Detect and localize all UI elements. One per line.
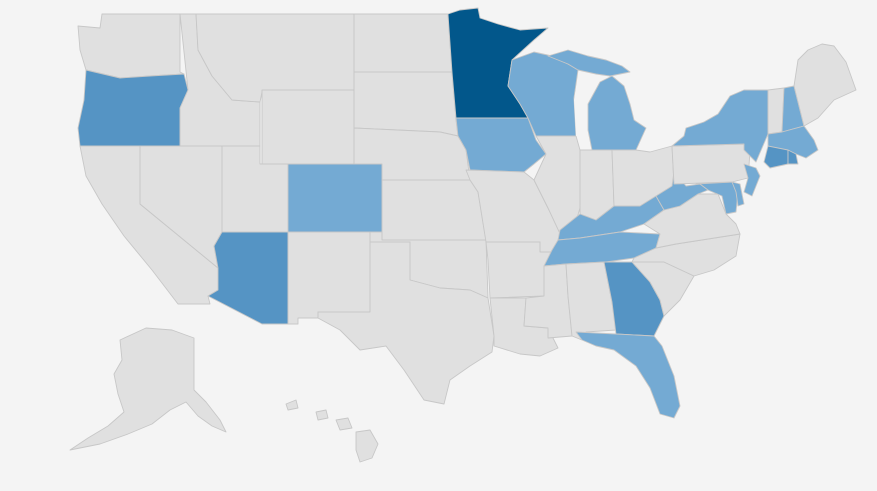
state-oregon[interactable] bbox=[77, 69, 189, 147]
state-pennsylvania[interactable] bbox=[671, 143, 751, 185]
state-north-dakota[interactable] bbox=[353, 13, 453, 73]
state-florida[interactable] bbox=[575, 331, 681, 419]
state-wyoming[interactable] bbox=[261, 89, 355, 165]
state-washington[interactable] bbox=[77, 13, 185, 79]
state-delaware[interactable] bbox=[731, 181, 745, 207]
state-rhode-island[interactable] bbox=[787, 149, 799, 165]
state-arizona[interactable] bbox=[207, 231, 289, 325]
state-south-dakota[interactable] bbox=[353, 71, 459, 137]
state-vermont[interactable] bbox=[767, 87, 785, 135]
state-new-mexico[interactable] bbox=[287, 231, 371, 325]
state-connecticut[interactable] bbox=[763, 145, 789, 169]
state-hawaii[interactable] bbox=[285, 399, 379, 463]
state-maine[interactable] bbox=[793, 43, 857, 127]
lake-michigan bbox=[574, 76, 588, 136]
state-colorado[interactable] bbox=[287, 163, 383, 233]
state-iowa[interactable] bbox=[455, 117, 547, 173]
state-wisconsin[interactable] bbox=[507, 51, 579, 137]
state-michigan-upper[interactable] bbox=[547, 49, 631, 77]
state-texas[interactable] bbox=[317, 241, 495, 405]
state-michigan[interactable] bbox=[587, 75, 647, 151]
state-new-jersey[interactable] bbox=[743, 163, 761, 197]
state-kansas[interactable] bbox=[381, 179, 487, 241]
state-alaska[interactable] bbox=[69, 327, 227, 451]
